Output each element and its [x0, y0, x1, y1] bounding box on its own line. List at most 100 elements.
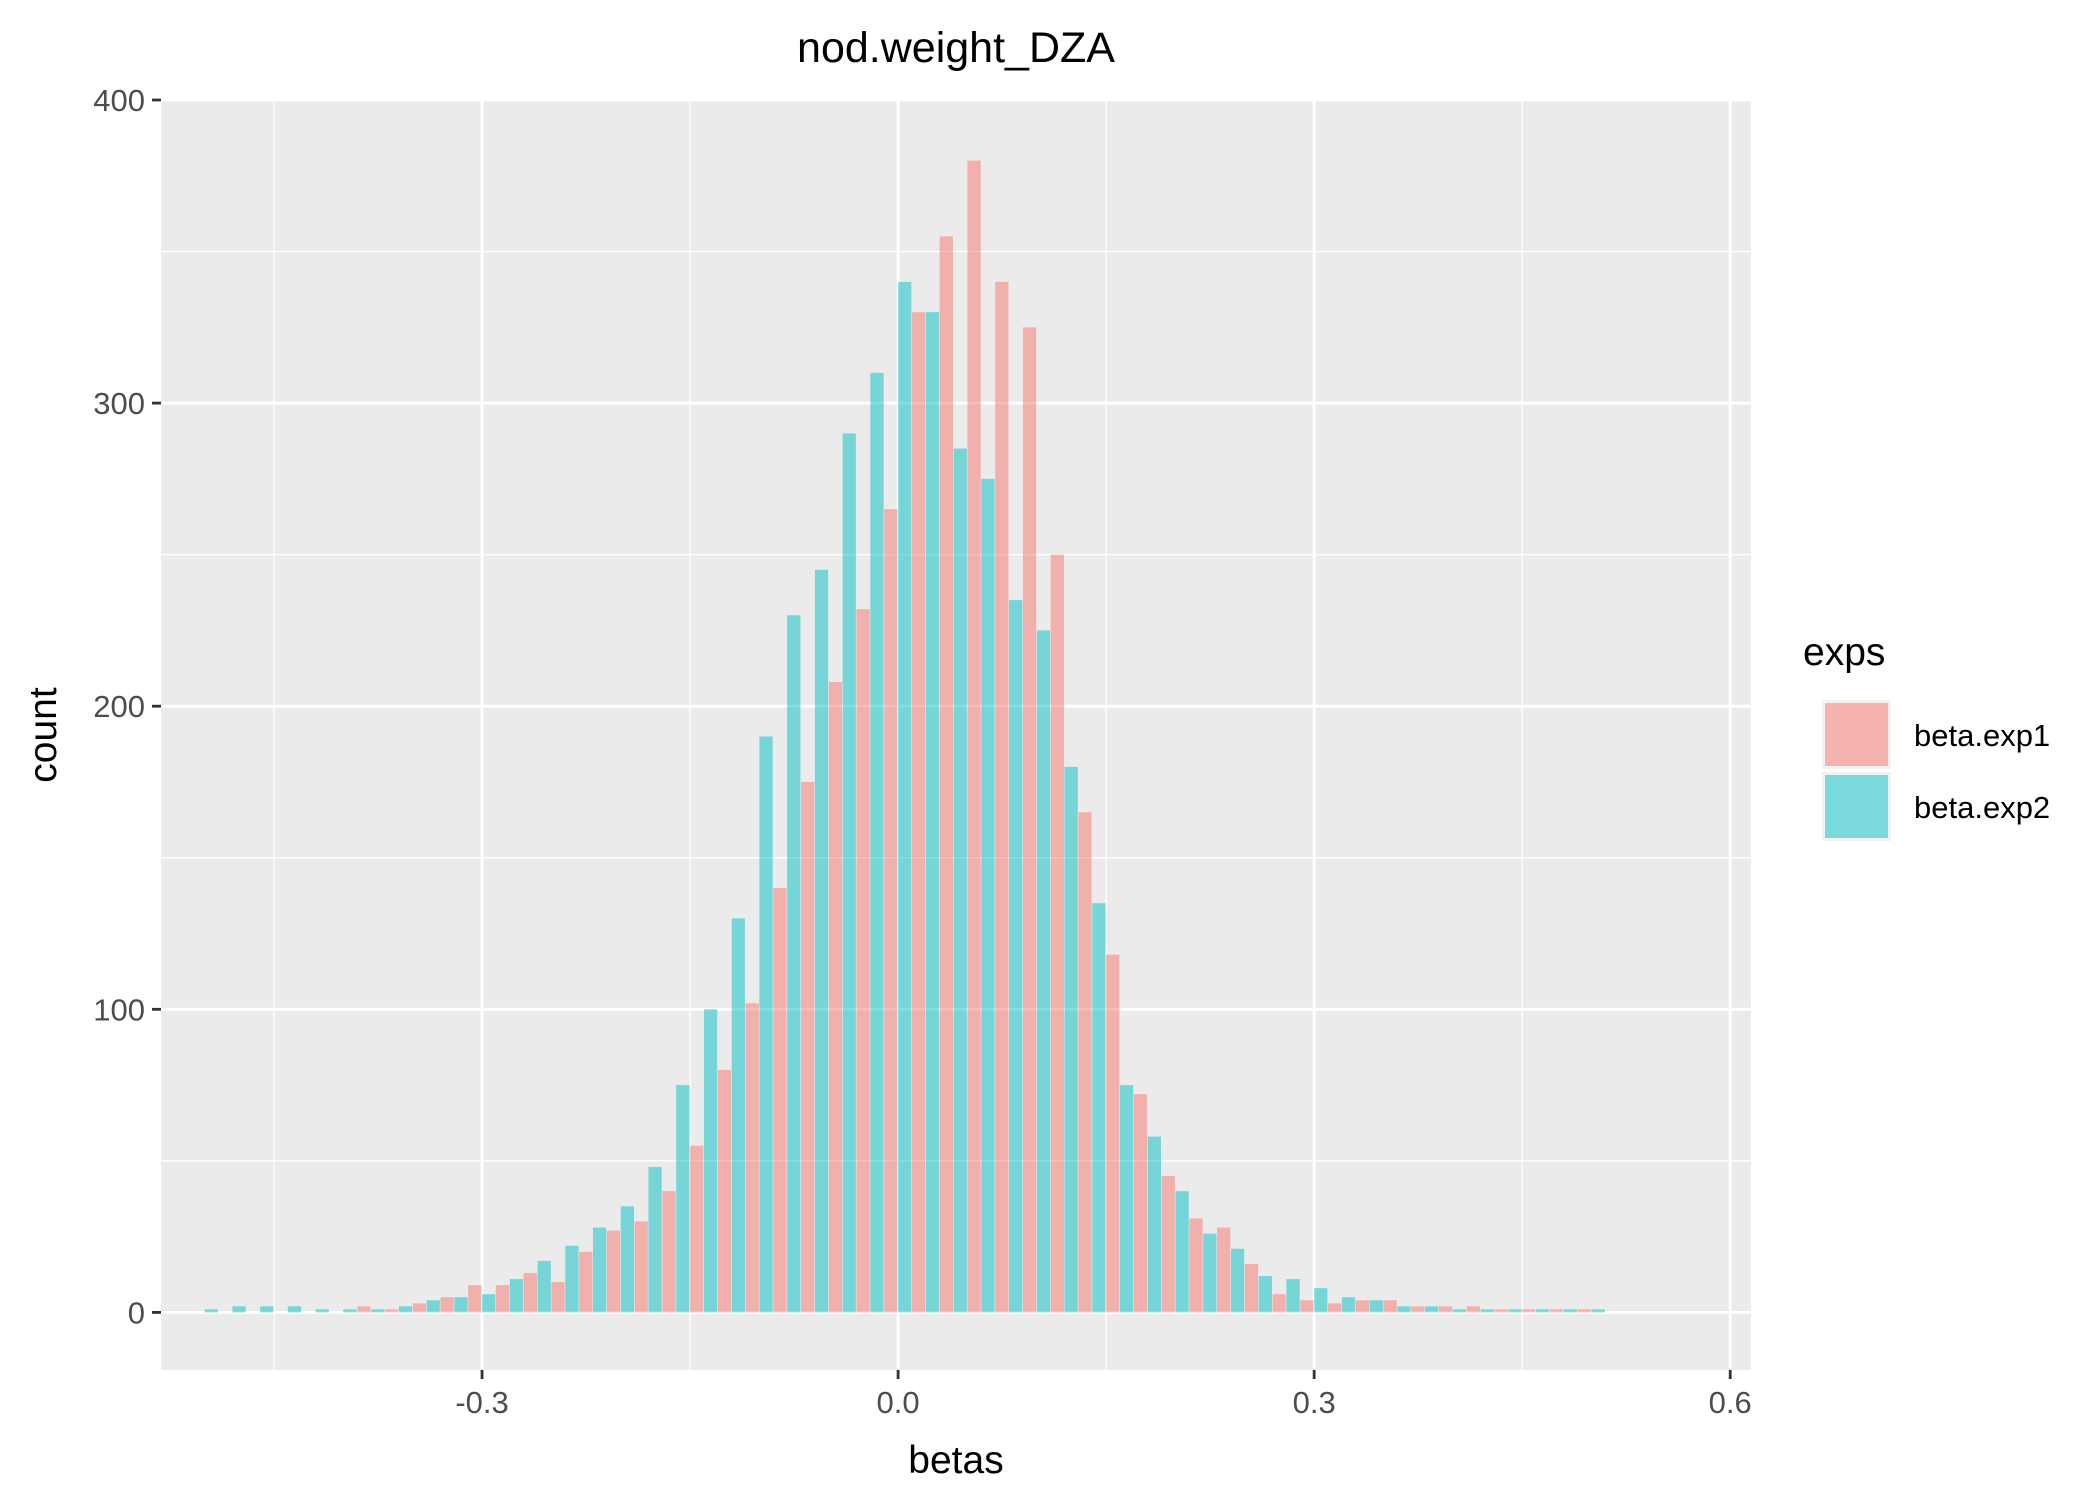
bar-beta-exp2 [1064, 766, 1078, 1313]
bar-beta-exp2 [1536, 1309, 1550, 1313]
bar-beta-exp1 [662, 1191, 676, 1313]
bar-beta-exp1 [468, 1285, 482, 1313]
bar-beta-exp1 [1133, 1094, 1148, 1313]
bar-beta-exp1 [1217, 1227, 1231, 1313]
y-tick-label: 300 [93, 386, 145, 421]
bar-beta-exp2 [1036, 630, 1051, 1313]
bar-beta-exp1 [1161, 1176, 1175, 1313]
bar-beta-exp1 [1272, 1294, 1286, 1313]
bar-beta-exp1 [1078, 812, 1092, 1313]
bar-beta-exp1 [1022, 327, 1037, 1313]
y-tick-label: 100 [93, 992, 145, 1027]
bars [204, 160, 1605, 1313]
bar-beta-exp1 [939, 236, 953, 1313]
bar-beta-exp2 [1092, 903, 1106, 1313]
bar-beta-exp1 [884, 509, 898, 1313]
bar-beta-exp2 [787, 615, 801, 1313]
legend-key-swatch [1825, 775, 1888, 838]
bar-beta-exp2 [1591, 1309, 1605, 1313]
bar-beta-exp1 [523, 1273, 537, 1313]
bar-beta-exp2 [648, 1166, 662, 1313]
y-tick-label: 200 [93, 689, 145, 724]
legend-title: exps [1803, 631, 1885, 674]
bar-beta-exp2 [1397, 1306, 1411, 1313]
bar-beta-exp1 [1050, 554, 1064, 1313]
bar-beta-exp2 [1341, 1297, 1356, 1313]
bar-beta-exp1 [1355, 1300, 1370, 1313]
bar-beta-exp2 [482, 1294, 496, 1313]
bar-beta-exp1 [1300, 1300, 1314, 1313]
bar-beta-exp1 [1466, 1306, 1480, 1313]
bar-beta-exp1 [579, 1251, 593, 1313]
bar-beta-exp2 [260, 1306, 274, 1313]
bar-beta-exp2 [1119, 1085, 1134, 1313]
bar-beta-exp1 [967, 160, 981, 1313]
bar-beta-exp2 [426, 1300, 440, 1313]
bar-beta-exp1 [690, 1145, 704, 1313]
bar-beta-exp2 [759, 736, 773, 1313]
bar-beta-exp1 [1328, 1303, 1342, 1313]
bar-beta-exp1 [357, 1306, 371, 1313]
bar-beta-exp1 [1383, 1300, 1397, 1313]
bar-beta-exp2 [731, 918, 745, 1313]
bar-beta-exp2 [1369, 1300, 1383, 1313]
bar-beta-exp2 [1452, 1309, 1467, 1313]
bar-beta-exp2 [1147, 1136, 1161, 1313]
bar-beta-exp2 [204, 1309, 218, 1313]
x-tick-label: 0.6 [1709, 1385, 1752, 1420]
bar-beta-exp2 [703, 1009, 718, 1313]
bar-beta-exp2 [898, 281, 912, 1313]
bar-beta-exp1 [828, 681, 843, 1313]
bar-beta-exp1 [551, 1282, 565, 1313]
bar-beta-exp1 [495, 1285, 510, 1313]
bar-beta-exp2 [287, 1306, 302, 1313]
bar-beta-exp1 [1494, 1309, 1508, 1313]
legend-label: beta.exp1 [1914, 718, 2050, 753]
bar-beta-exp2 [565, 1245, 579, 1313]
bar-beta-exp2 [953, 448, 967, 1313]
bar-beta-exp1 [1438, 1306, 1453, 1313]
bar-beta-exp1 [1577, 1309, 1591, 1313]
bar-beta-exp2 [1230, 1248, 1245, 1313]
x-axis: -0.3 0.0 0.3 0.6 [455, 1370, 1752, 1420]
bar-beta-exp1 [1549, 1309, 1564, 1313]
bar-beta-exp1 [745, 1003, 759, 1313]
bar-beta-exp1 [911, 312, 926, 1313]
bar-beta-exp1 [995, 281, 1009, 1313]
bar-beta-exp2 [870, 372, 884, 1313]
bar-beta-exp1 [440, 1297, 454, 1313]
bar-beta-exp1 [856, 609, 870, 1313]
bar-beta-exp1 [801, 781, 815, 1313]
bar-beta-exp2 [676, 1085, 690, 1313]
bar-beta-exp1 [606, 1230, 621, 1313]
bar-beta-exp2 [1563, 1309, 1578, 1313]
bar-beta-exp2 [398, 1306, 413, 1313]
bar-beta-exp1 [1244, 1263, 1259, 1313]
x-tick-label: -0.3 [455, 1385, 508, 1420]
bar-beta-exp2 [1258, 1276, 1272, 1313]
bar-beta-exp2 [620, 1206, 635, 1313]
y-axis: 0 100 200 300 400 [93, 83, 161, 1330]
bar-beta-exp2 [592, 1227, 607, 1313]
bar-beta-exp1 [717, 1069, 732, 1313]
bar-beta-exp2 [1508, 1309, 1522, 1313]
bar-beta-exp2 [509, 1279, 524, 1313]
bar-beta-exp2 [537, 1260, 551, 1313]
legend-label: beta.exp2 [1914, 790, 2050, 825]
bar-beta-exp1 [1106, 954, 1120, 1313]
legend-key-swatch [1825, 703, 1888, 766]
bar-beta-exp1 [1522, 1309, 1536, 1313]
bar-beta-exp1 [384, 1309, 399, 1313]
bar-beta-exp2 [1175, 1191, 1189, 1313]
bar-beta-exp2 [1314, 1288, 1328, 1313]
bar-beta-exp2 [315, 1309, 329, 1313]
bar-beta-exp2 [981, 478, 995, 1313]
bar-beta-exp2 [232, 1306, 246, 1313]
y-tick-label: 0 [128, 1295, 145, 1330]
x-axis-title: betas [908, 1439, 1003, 1482]
bar-beta-exp1 [412, 1303, 426, 1313]
bar-beta-exp2 [814, 569, 829, 1313]
bar-beta-exp2 [371, 1309, 385, 1313]
y-axis-title: count [22, 687, 65, 783]
